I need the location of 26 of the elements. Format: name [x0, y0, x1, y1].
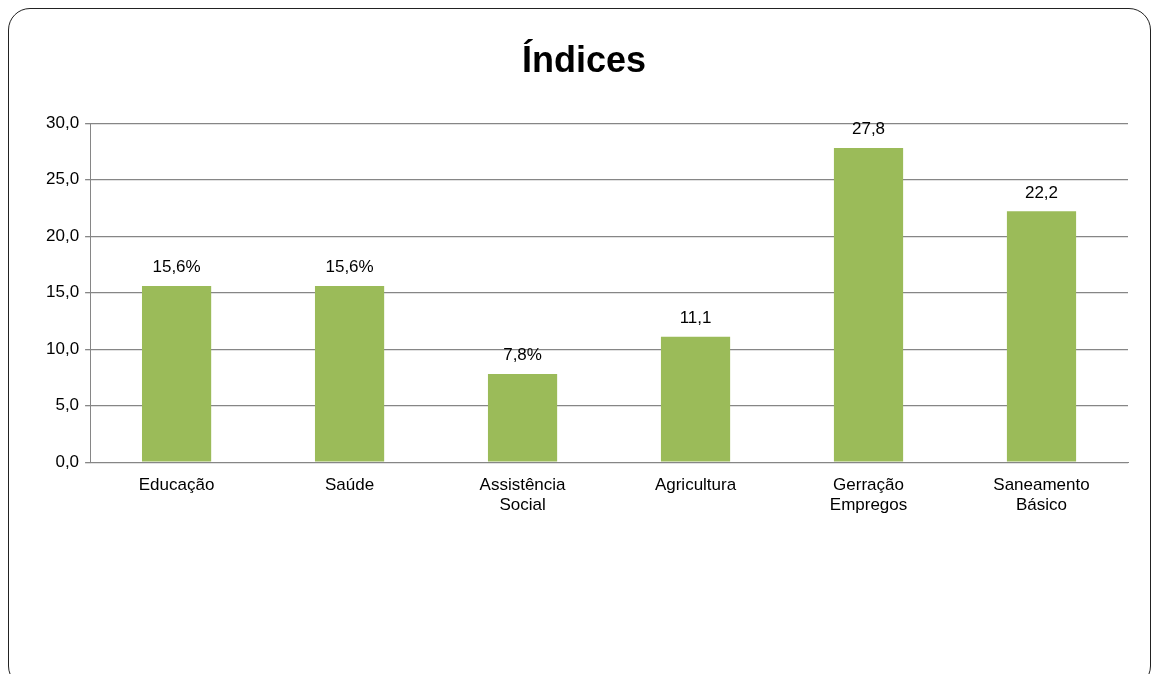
- bar: [833, 148, 904, 462]
- chart-title: Índices: [521, 38, 647, 80]
- bar: [141, 285, 212, 462]
- data-label: 27,8: [851, 119, 886, 139]
- x-tick-label: Assistência Social: [479, 475, 567, 515]
- bar: [487, 374, 558, 462]
- data-label: 11,1: [679, 307, 712, 327]
- y-tick-label: 0,0: [55, 451, 80, 471]
- bar: [660, 336, 731, 462]
- data-label: 15,6%: [325, 257, 374, 277]
- y-tick-label: 5,0: [55, 395, 80, 415]
- x-tick-label: Agricultura: [654, 475, 737, 495]
- y-tick-label: 25,0: [45, 169, 80, 189]
- x-tick-label: Saneamento Básico: [993, 475, 1090, 515]
- data-label: 22,2: [1024, 182, 1059, 202]
- y-tick-label: 30,0: [45, 112, 80, 132]
- y-tick-label: 15,0: [45, 282, 80, 302]
- data-label: 7,8%: [503, 345, 542, 365]
- x-tick-label: Saúde: [324, 475, 375, 495]
- x-tick-label: Gerração Empregos: [829, 475, 908, 515]
- data-label: 15,6%: [152, 257, 201, 277]
- bar: [314, 285, 385, 462]
- bar: [1006, 211, 1077, 462]
- y-tick-label: 10,0: [45, 338, 80, 358]
- y-tick-label: 20,0: [45, 225, 80, 245]
- x-tick-label: Educação: [138, 475, 215, 495]
